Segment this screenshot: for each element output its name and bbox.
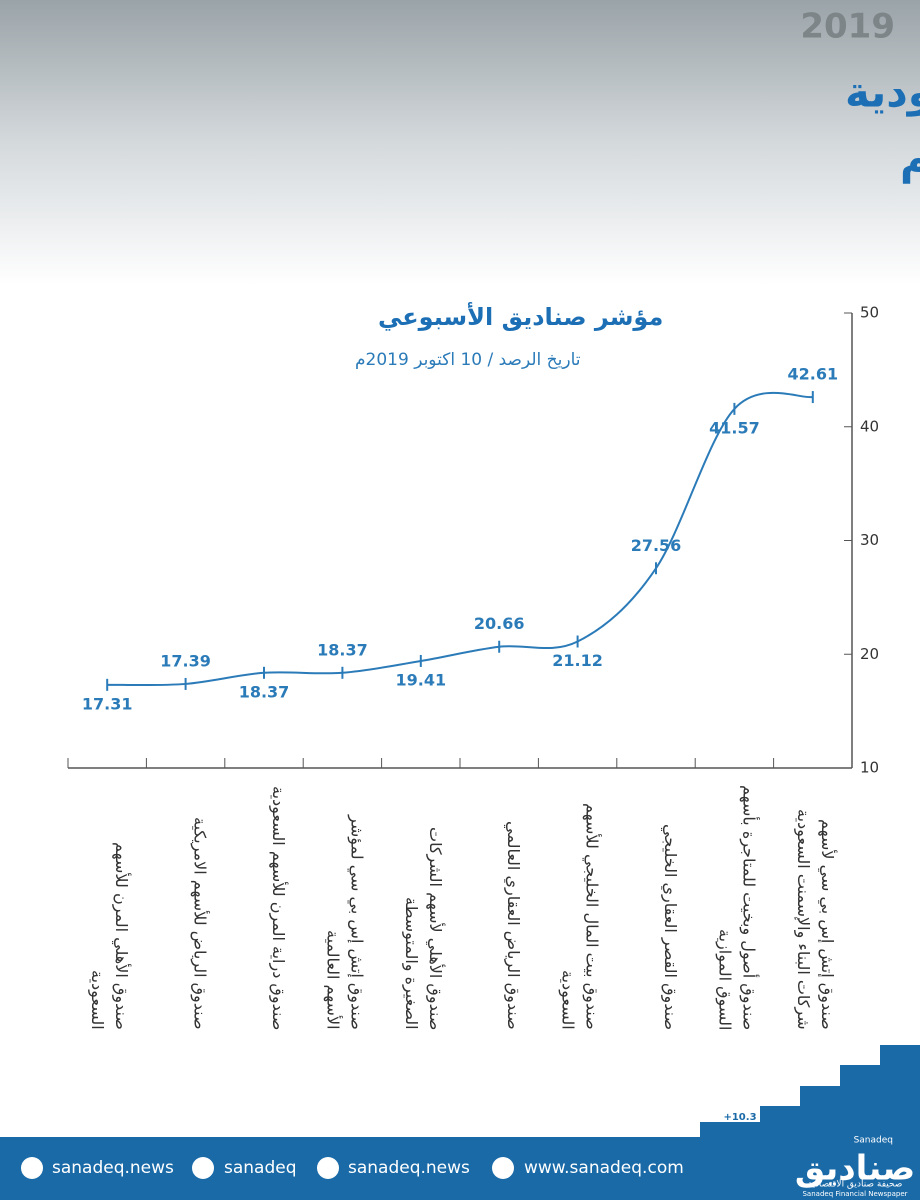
value-label: 18.37 (317, 640, 368, 659)
web-icon (492, 1157, 514, 1179)
x-tick-label: صندوق أصول وبخيت للمتاجرة بأسهم السوق ال… (715, 784, 759, 1030)
x-tick-label: صندوق دراية المرن للأسهم السعودية (269, 785, 288, 1030)
value-label: 17.39 (160, 651, 211, 670)
value-label: 27.56 (631, 536, 682, 555)
x-tick-label: صندوق الرياض العقاري العالمي (504, 821, 524, 1030)
step-label: +10.3 (723, 1112, 756, 1123)
steps-shape (700, 1045, 920, 1137)
value-label: 20.66 (474, 614, 525, 633)
title-line: من حيث العائد الاستثماري منذ بداية العام (900, 135, 920, 185)
logo-tagline: صحيفة صناديق الاقتصادية (808, 1180, 903, 1190)
footer-link[interactable]: sanadeq.news (52, 1158, 174, 1178)
instagram-icon (317, 1157, 339, 1179)
steps-graphic (700, 1045, 920, 1137)
step-label: +12.0 (763, 1107, 796, 1118)
chart-title: مؤشر صناديق الأسبوعي (378, 302, 663, 331)
y-tick-label: 40 (860, 417, 879, 435)
logo-tagline-en: Sanadeq Financial Newspaper (802, 1190, 907, 1198)
x-tick-label: صندوق إتش إس بي سي لأسهم شركات البناء وا… (793, 809, 837, 1030)
step-label: +83.0 (885, 1047, 918, 1058)
footer-bar (0, 1137, 920, 1200)
value-label: 42.61 (787, 365, 838, 384)
value-label: 21.12 (552, 651, 603, 670)
twitter-icon (192, 1157, 214, 1179)
header-bg (0, 0, 920, 285)
footer-link[interactable]: sanadeq (224, 1158, 297, 1178)
line (107, 391, 813, 687)
x-tick-label: صندوق الأهلي لأسهم الشركات الصغيرة والمت… (401, 826, 445, 1030)
x-tick-label: صندوق إتش إس بي سي لمؤشر الأسهم العالمية (323, 815, 367, 1030)
facebook-icon (21, 1157, 43, 1179)
y-tick-label: 30 (860, 531, 879, 549)
y-tick-label: 20 (860, 645, 879, 663)
y-tick-label: 50 (860, 304, 879, 322)
step-label: +41.9 (845, 1073, 878, 1084)
footer-link[interactable]: www.sanadeq.com (524, 1158, 684, 1178)
logo-name: صناديق (795, 1149, 915, 1189)
logo-latin: Sanadeq (854, 1136, 893, 1146)
chart-subtitle: تاريخ الرصد / 10 اكتوبر 2019م (355, 350, 581, 370)
x-tick-label: صندوق الأهلي المرن للأسهم السعودية (88, 842, 132, 1030)
step-label: +22.6 (803, 1087, 836, 1098)
x-tick-label: صندوق القصر العقاري الخليجي (661, 823, 680, 1030)
year: 2019 (800, 7, 895, 47)
value-label: 17.31 (82, 694, 133, 713)
x-tick-label: صندوق الرياض للأسهم الامريكية (190, 817, 210, 1030)
footer-link[interactable]: sanadeq.news (348, 1158, 470, 1178)
title-line: أعلى 10 صناديق الاستثمار السعودية (845, 65, 920, 118)
x-tick-label: صندوق بيت المال الخليجي للأسهم السعودية (558, 803, 602, 1030)
value-label: 41.57 (709, 418, 760, 437)
y-tick-label: 10 (860, 759, 879, 777)
value-label: 19.41 (395, 670, 446, 689)
value-label: 18.37 (239, 682, 290, 701)
